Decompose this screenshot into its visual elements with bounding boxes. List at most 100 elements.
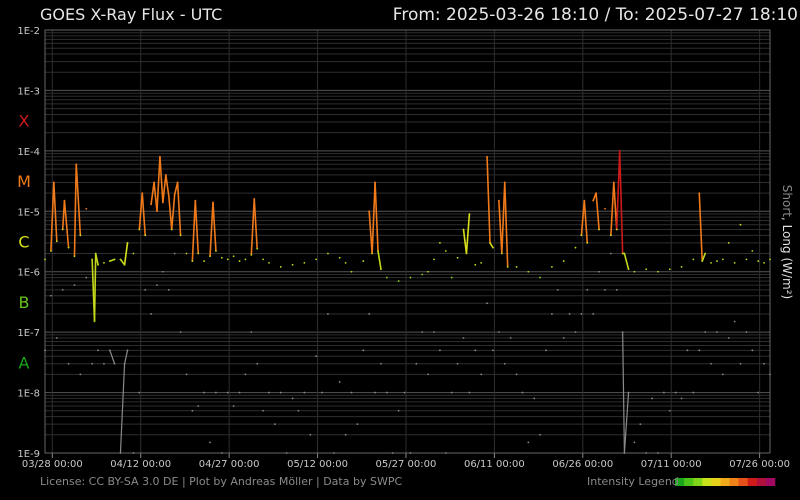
data-point — [769, 258, 771, 261]
data-point — [456, 256, 459, 259]
series-segment — [162, 174, 167, 203]
data-point — [574, 331, 577, 334]
data-point — [456, 362, 459, 365]
data-point — [371, 252, 374, 255]
legend-swatch — [711, 478, 721, 486]
series-segment — [94, 253, 99, 265]
data-point — [462, 337, 465, 339]
series-segment — [501, 182, 506, 254]
y-tick-label: 1E-8 — [17, 389, 40, 400]
data-point — [391, 452, 394, 454]
data-point — [85, 276, 88, 279]
data-point — [232, 405, 235, 407]
data-point — [623, 252, 626, 255]
data-point — [500, 252, 503, 255]
data-point — [156, 284, 158, 287]
legend-swatch — [747, 478, 758, 486]
series-long — [44, 149, 771, 323]
series-segment — [53, 182, 58, 242]
data-point — [279, 266, 282, 268]
data-point — [44, 349, 46, 352]
data-point — [113, 362, 116, 365]
data-point — [256, 362, 259, 365]
data-point — [592, 199, 595, 202]
data-point — [185, 252, 188, 255]
series-segment — [580, 200, 586, 236]
data-point — [244, 258, 247, 261]
data-point — [568, 313, 571, 315]
data-point — [757, 260, 760, 262]
series-segment — [150, 182, 155, 205]
data-point — [539, 276, 542, 279]
series-segment — [622, 332, 626, 454]
data-point — [645, 452, 648, 454]
series-segment — [503, 182, 509, 267]
data-point — [262, 258, 264, 261]
series-segment — [138, 193, 144, 230]
data-point — [609, 252, 612, 255]
data-point — [79, 373, 82, 376]
data-point — [144, 234, 147, 237]
data-point — [527, 270, 530, 273]
y-tick-label: 1E-6 — [17, 268, 40, 279]
data-point — [692, 391, 695, 394]
y-tick-label: 1E-3 — [17, 86, 40, 97]
data-point — [421, 273, 424, 276]
data-point — [338, 381, 341, 383]
data-point — [580, 313, 583, 315]
footer-credits: License: CC BY-SA 3.0 DE | Plot by Andre… — [40, 475, 403, 488]
data-point — [497, 199, 500, 202]
data-point — [474, 349, 477, 352]
data-point — [621, 252, 624, 255]
series-segment — [489, 242, 494, 249]
data-point — [433, 258, 435, 261]
data-point — [52, 181, 55, 184]
data-point — [657, 270, 659, 273]
data-point — [123, 362, 126, 365]
data-point — [515, 266, 518, 268]
series-segment — [615, 150, 621, 230]
data-point — [651, 397, 654, 400]
data-point — [321, 391, 323, 394]
data-point — [161, 201, 164, 204]
data-point — [668, 409, 671, 412]
data-point — [119, 452, 122, 454]
legend-swatch — [765, 478, 776, 486]
series-segment — [194, 200, 200, 254]
data-point — [97, 349, 99, 352]
data-point — [686, 349, 689, 352]
data-point — [61, 228, 64, 231]
series-segment — [583, 200, 589, 243]
data-point — [668, 268, 671, 271]
data-point — [385, 276, 388, 279]
data-point — [279, 391, 282, 394]
x-tick-label: 06/26 00:00 — [552, 459, 613, 470]
data-point — [161, 270, 164, 273]
data-point — [627, 268, 630, 271]
series-segment — [253, 198, 258, 249]
y-axis-label-sep: , — [780, 217, 794, 225]
data-point — [627, 391, 630, 394]
data-point — [91, 258, 94, 261]
series-segment — [623, 253, 630, 270]
data-point — [763, 261, 766, 264]
data-point — [368, 210, 371, 213]
data-point — [203, 391, 206, 394]
data-point — [427, 270, 430, 273]
data-point — [598, 228, 600, 231]
data-point — [344, 261, 347, 264]
data-point — [108, 349, 111, 352]
data-point — [580, 234, 583, 237]
data-point — [220, 452, 223, 454]
data-point — [159, 155, 161, 158]
flare-class-X: X — [19, 112, 30, 131]
data-point — [474, 263, 477, 266]
series-segment — [623, 392, 630, 454]
series-segment — [141, 193, 147, 236]
data-point — [621, 331, 624, 334]
data-point — [303, 391, 306, 394]
data-point — [156, 210, 158, 213]
intensity-legend — [675, 478, 776, 486]
x-tick-label: 04/12 00:00 — [110, 459, 171, 470]
data-point — [73, 284, 76, 287]
